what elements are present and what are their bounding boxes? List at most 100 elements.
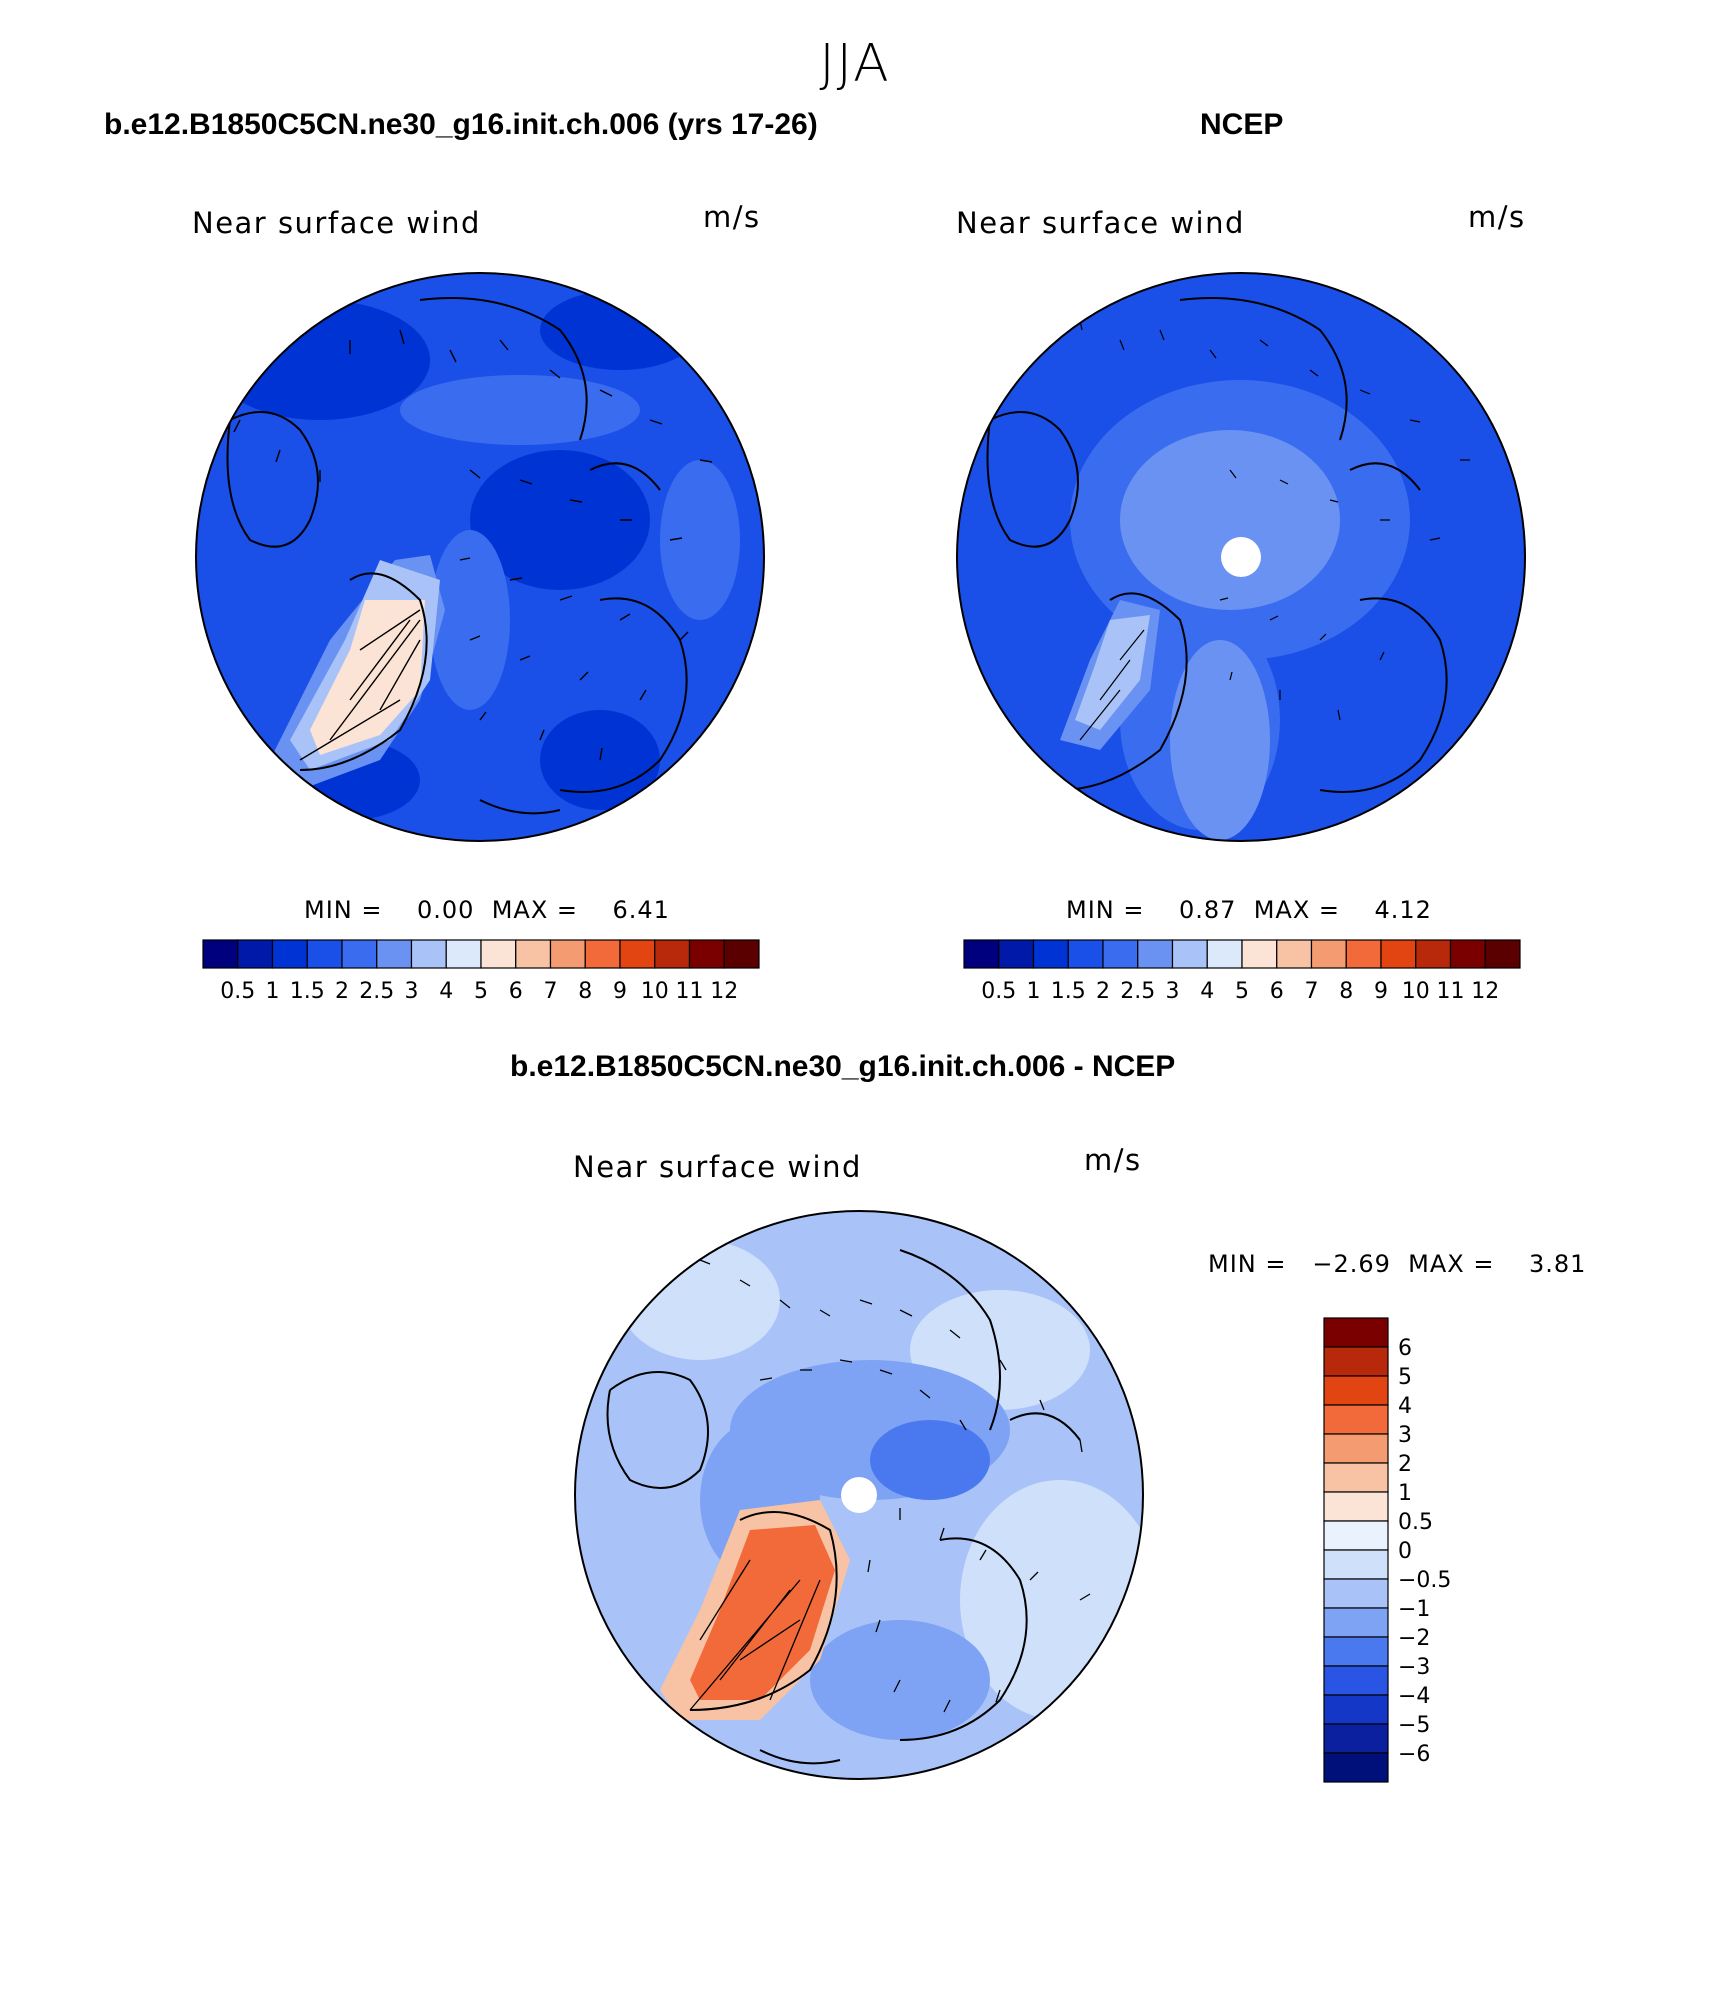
colorbar-tick-label: 1 <box>1027 979 1041 1004</box>
colorbar-tick-label: 4 <box>439 979 453 1004</box>
panel1-min-max: MIN = 0.00 MAX = 6.41 <box>304 896 670 924</box>
colorbar-tick-label: 4 <box>1398 1394 1412 1419</box>
colorbar-swatch <box>410 939 447 969</box>
colorbar-swatch <box>1206 939 1243 969</box>
colorbar-tick-label: −1 <box>1398 1597 1430 1622</box>
panel1-units: m/s <box>703 200 761 234</box>
colorbar-swatch <box>1323 1752 1389 1783</box>
colorbar-swatch <box>1137 939 1174 969</box>
colorbar-swatch <box>1323 1491 1389 1522</box>
colorbar-tick-label: 12 <box>710 979 738 1004</box>
colorbar-tick-label: 10 <box>1402 979 1430 1004</box>
colorbar-swatch <box>1484 939 1521 969</box>
colorbar-tick-label: 5 <box>1235 979 1249 1004</box>
colorbar-tick-label: 2 <box>1398 1452 1412 1477</box>
colorbar-swatch <box>1032 939 1069 969</box>
colorbar-swatch <box>306 939 343 969</box>
colorbar-tick-label: −2 <box>1398 1626 1430 1651</box>
colorbar-tick-label: 0.5 <box>981 979 1016 1004</box>
colorbar-tick-label: −4 <box>1398 1684 1430 1709</box>
colorbar-swatch <box>1323 1433 1389 1464</box>
panel1-colorbar: 0.5 1 1.5 2 2.5 3 4 5 6 7 8 9 10 11 12 <box>202 939 760 1004</box>
colorbar-tick-label: −3 <box>1398 1655 1430 1680</box>
colorbar-tick-label: 0.5 <box>1398 1510 1433 1535</box>
colorbar-tick-label: 9 <box>613 979 627 1004</box>
panel2-units: m/s <box>1468 200 1526 234</box>
colorbar-swatch <box>963 939 1000 969</box>
colorbar-tick-label: 5 <box>474 979 488 1004</box>
colorbar-tick-label: −0.5 <box>1398 1568 1451 1593</box>
colorbar-swatch <box>1323 1607 1389 1638</box>
panel3-colorbar: 6 5 4 3 2 1 0.5 0 −0.5 −1 −2 −3 −4 −5 −6 <box>1323 1317 1451 1783</box>
colorbar-tick-label: 7 <box>544 979 558 1004</box>
colorbar-swatch <box>1310 939 1347 969</box>
panel3-map <box>574 1210 1144 1780</box>
colorbar-tick-label: 1.5 <box>290 979 325 1004</box>
colorbar-swatch <box>1323 1694 1389 1725</box>
colorbar-tick-label: 6 <box>509 979 523 1004</box>
colorbar-swatch <box>202 939 239 969</box>
colorbar-swatch <box>1323 1636 1389 1667</box>
panel1-field-label: Near surface wind <box>192 206 481 240</box>
colorbar-tick-label: 0.5 <box>220 979 255 1004</box>
colorbar-swatch <box>1415 939 1452 969</box>
panel2-map <box>956 272 1526 842</box>
colorbar-swatch <box>1380 939 1417 969</box>
colorbar-swatch <box>271 939 308 969</box>
colorbar-swatch <box>1171 939 1208 969</box>
colorbar-tick-label: 11 <box>1437 979 1465 1004</box>
colorbar-swatch <box>688 939 725 969</box>
colorbar-swatch <box>237 939 274 969</box>
colorbar-tick-label: 7 <box>1305 979 1319 1004</box>
colorbar-tick-label: 0 <box>1398 1539 1412 1564</box>
colorbar-swatch <box>1323 1462 1389 1493</box>
colorbar-tick-label: 4 <box>1200 979 1214 1004</box>
colorbar-swatch <box>1323 1578 1389 1609</box>
panel1-map <box>195 272 765 842</box>
panel1-title: b.e12.B1850C5CN.ne30_g16.init.ch.006 (yr… <box>104 108 818 141</box>
colorbar-tick-label: 6 <box>1270 979 1284 1004</box>
colorbar-tick-label: 8 <box>578 979 592 1004</box>
colorbar-tick-label: 1 <box>1398 1481 1412 1506</box>
colorbar-tick-label: 10 <box>641 979 669 1004</box>
panel3-min-max: MIN = −2.69 MAX = 3.81 <box>1208 1250 1587 1278</box>
colorbar-swatch <box>1449 939 1486 969</box>
panel2-colorbar: 0.5 1 1.5 2 2.5 3 4 5 6 7 8 9 10 11 12 <box>963 939 1521 1004</box>
colorbar-swatch <box>654 939 691 969</box>
colorbar-tick-label: 5 <box>1398 1365 1412 1390</box>
colorbar-tick-label: 8 <box>1339 979 1353 1004</box>
colorbar-swatch <box>1323 1723 1389 1754</box>
panel3-units: m/s <box>1084 1143 1142 1177</box>
panel2-field-label: Near surface wind <box>956 206 1245 240</box>
figure-title: JJA <box>819 34 891 94</box>
colorbar-tick-label: 3 <box>1398 1423 1412 1448</box>
colorbar-tick-label: 2.5 <box>359 979 394 1004</box>
colorbar-tick-label: 1.5 <box>1051 979 1086 1004</box>
colorbar-swatch <box>1323 1346 1389 1377</box>
colorbar-swatch <box>1323 1404 1389 1435</box>
colorbar-tick-label: 9 <box>1374 979 1388 1004</box>
colorbar-swatch <box>1323 1520 1389 1551</box>
colorbar-swatch <box>341 939 378 969</box>
colorbar-swatch <box>723 939 760 969</box>
colorbar-swatch <box>619 939 656 969</box>
colorbar-tick-label: 12 <box>1471 979 1499 1004</box>
colorbar-swatch <box>1241 939 1278 969</box>
colorbar-swatch <box>1067 939 1104 969</box>
colorbar-swatch <box>1102 939 1139 969</box>
colorbar-tick-label: −5 <box>1398 1713 1430 1738</box>
colorbar-tick-label: −6 <box>1398 1742 1430 1767</box>
colorbar-swatch <box>1323 1375 1389 1406</box>
colorbar-swatch <box>515 939 552 969</box>
colorbar-swatch <box>584 939 621 969</box>
colorbar-tick-label: 3 <box>1166 979 1180 1004</box>
colorbar-swatch <box>998 939 1035 969</box>
colorbar-swatch <box>1323 1549 1389 1580</box>
colorbar-tick-label: 6 <box>1398 1336 1412 1361</box>
colorbar-swatch <box>1345 939 1382 969</box>
colorbar-tick-label: 11 <box>676 979 704 1004</box>
colorbar-tick-label: 2 <box>335 979 349 1004</box>
colorbar-tick-label: 2 <box>1096 979 1110 1004</box>
colorbar-swatch <box>480 939 517 969</box>
panel3-field-label: Near surface wind <box>573 1150 862 1184</box>
